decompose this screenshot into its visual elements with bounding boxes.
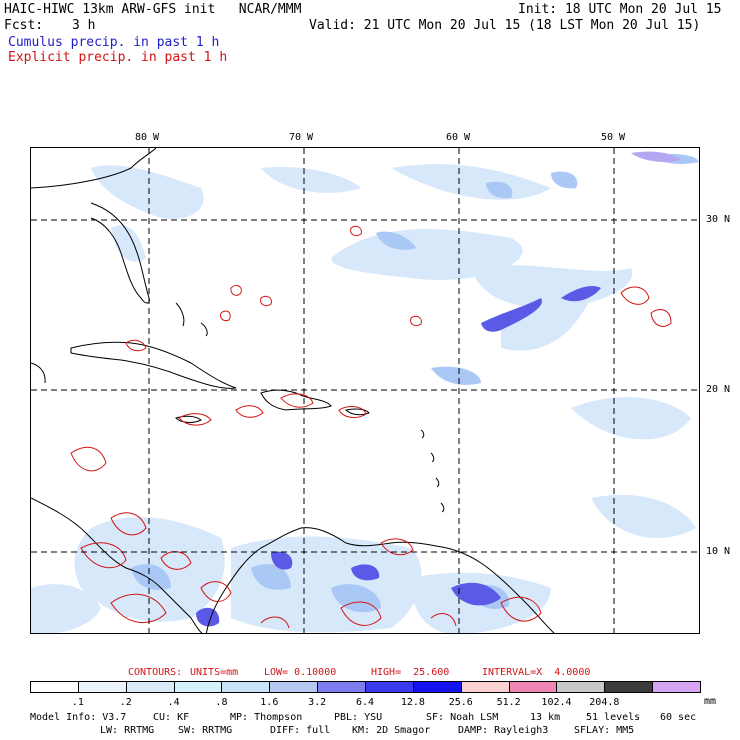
model-info-lw: LW: RRTMG — [100, 725, 155, 736]
colorbar-tick-label: 12.8 — [400, 697, 425, 708]
lon-label-50w: 50 W — [601, 132, 626, 143]
contours-low: LOW= 0.10000 — [264, 667, 337, 678]
colorbar-swatch — [604, 681, 654, 693]
fcst-label: Fcst: — [4, 18, 44, 33]
colorbar-tick-label: 204.8 — [589, 697, 620, 708]
explicit-legend-label: Explicit precip. in past 1 h — [8, 50, 228, 65]
map-canvas — [31, 148, 699, 633]
valid-time: Valid: 21 UTC Mon 20 Jul 15 (18 LST Mon … — [309, 18, 701, 33]
colorbar-swatch — [652, 681, 701, 693]
colorbar-swatch — [317, 681, 366, 693]
colorbar-swatch — [269, 681, 319, 693]
contours-units: UNITS=mm — [190, 667, 239, 678]
colorbar-tick-label: .4 — [167, 697, 180, 708]
colorbar-swatch — [173, 681, 223, 693]
lat-label-10n: 10 N — [706, 546, 731, 557]
colorbar-swatch — [412, 681, 462, 693]
lat-label-30n: 30 N — [706, 214, 731, 225]
model-title: HAIC-HIWC 13km ARW-GFS init NCAR/MMM — [4, 2, 302, 17]
model-info-version: Model Info: V3.7 — [30, 712, 127, 723]
model-info-pbl: PBL: YSU — [334, 712, 383, 723]
model-info-mp: MP: Thompson — [230, 712, 303, 723]
lat-label-20n: 20 N — [706, 384, 731, 395]
contours-interval: INTERVAL=X 4.0000 — [482, 667, 591, 678]
model-info-cu: CU: KF — [153, 712, 190, 723]
contours-label: CONTOURS: — [128, 667, 183, 678]
colorbar-swatch — [508, 681, 558, 693]
init-time: Init: 18 UTC Mon 20 Jul 15 — [518, 2, 722, 17]
colorbar-tick-label: 6.4 — [356, 697, 375, 708]
colorbar-swatch — [77, 681, 127, 693]
lon-label-80w: 80 W — [135, 132, 160, 143]
cumulus-precip-shading — [31, 164, 696, 633]
model-info-diff: DIFF: full — [270, 725, 331, 736]
colorbar-swatch — [365, 681, 414, 693]
colorbar-swatch — [30, 681, 79, 693]
colorbar-tick-label: .1 — [71, 697, 84, 708]
model-info-sw: SW: RRTMG — [178, 725, 233, 736]
model-info-damp: DAMP: Rayleigh3 — [458, 725, 549, 736]
explicit-precip-contours — [70, 225, 672, 629]
fcst-value: 3 h — [72, 18, 96, 33]
colorbar-tick-label: 1.6 — [260, 697, 279, 708]
contours-high: HIGH= 25.600 — [371, 667, 450, 678]
colorbar-swatch — [221, 681, 271, 693]
colorbar-swatch — [460, 681, 510, 693]
model-info-sflay: SFLAY: MM5 — [574, 725, 635, 736]
colorbar-tick-label: 3.2 — [308, 697, 327, 708]
lat-lon-grid — [31, 148, 699, 633]
model-info-levels: 51 levels — [586, 712, 641, 723]
precip-colorbar — [30, 681, 701, 693]
colorbar-swatch — [556, 681, 606, 693]
model-info-timestep: 60 sec — [660, 712, 697, 723]
cumulus-precip-heavy — [196, 151, 681, 627]
precip-map — [30, 147, 700, 634]
colorbar-tick-label: 102.4 — [541, 697, 572, 708]
colorbar-tick-label: 25.6 — [448, 697, 473, 708]
colorbar-swatch — [125, 681, 175, 693]
colorbar-unit: mm — [704, 696, 717, 707]
colorbar-tick-label: 51.2 — [496, 697, 521, 708]
model-info-sf: SF: Noah LSM — [426, 712, 499, 723]
cumulus-legend-label: Cumulus precip. in past 1 h — [8, 35, 220, 50]
colorbar-tick-label: .2 — [119, 697, 132, 708]
lon-label-70w: 70 W — [289, 132, 314, 143]
lon-label-60w: 60 W — [446, 132, 471, 143]
colorbar-tick-label: .8 — [215, 697, 228, 708]
model-info-resolution: 13 km — [530, 712, 561, 723]
model-info-km: KM: 2D Smagor — [352, 725, 431, 736]
